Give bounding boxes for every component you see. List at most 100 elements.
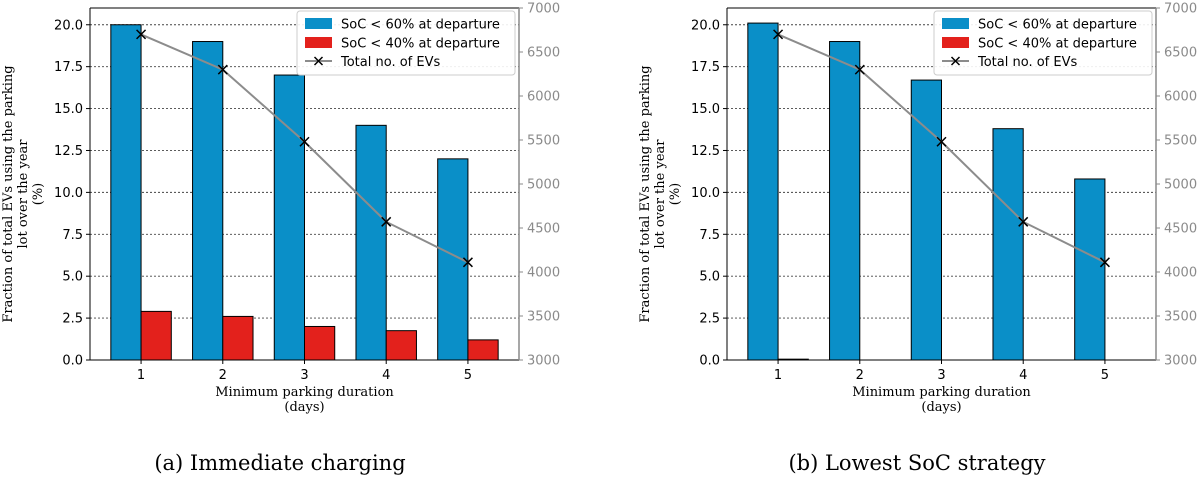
chart-panel-b: 0.02.55.07.510.012.515.017.520.030003500… (638, 2, 1197, 476)
bar (467, 339, 499, 361)
y2-tick-label: 6000 (527, 90, 560, 105)
y2-tick-label: 5000 (1164, 178, 1197, 193)
y-tick-label: 0.0 (62, 354, 83, 369)
x-tick-label: 2 (219, 368, 227, 383)
bar (992, 128, 1024, 361)
x-tick-label: 5 (1101, 368, 1109, 383)
y-tick-label: 17.5 (691, 60, 720, 75)
y2-tick-label: 3500 (1164, 310, 1197, 325)
y-axis-label: (%) (668, 183, 683, 206)
line-point-marker (462, 257, 473, 268)
bar (192, 41, 224, 361)
y-tick-label: 7.5 (62, 228, 83, 243)
bar (910, 79, 942, 361)
legend-swatch (305, 37, 332, 48)
bar (140, 310, 172, 361)
figure-caption: (a) Immediate charging (154, 451, 405, 475)
bar (110, 24, 142, 361)
bar (1074, 178, 1106, 361)
y2-tick-label: 5500 (1164, 134, 1197, 149)
legend-swatch (942, 18, 969, 29)
bar (273, 74, 306, 361)
x-tick-label: 3 (300, 368, 308, 383)
y-tick-label: 12.5 (691, 144, 720, 159)
y-axis-label: Fraction of total EVs using the parking (1, 65, 16, 322)
bar (304, 325, 336, 361)
legend-swatch (942, 37, 969, 48)
y2-tick-label: 6000 (1164, 90, 1197, 105)
line-point-marker (136, 29, 147, 40)
y-tick-label: 15.0 (691, 102, 720, 117)
y2-tick-label: 6500 (1164, 46, 1197, 61)
y2-tick-label: 4000 (1164, 266, 1197, 281)
x-tick-label: 3 (937, 368, 945, 383)
y-tick-label: 2.5 (699, 312, 720, 327)
line-point-marker (773, 29, 784, 40)
line-point-marker (381, 216, 392, 227)
x-axis-label: (days) (284, 400, 324, 415)
x-tick-label: 4 (382, 368, 390, 383)
bar (385, 330, 417, 361)
x-tick-label: 4 (1019, 368, 1027, 383)
y2-tick-label: 4500 (1164, 222, 1197, 237)
figure-caption: (b) Lowest SoC strategy (788, 451, 1045, 475)
y-tick-label: 5.0 (699, 270, 720, 285)
x-tick-label: 1 (137, 368, 145, 383)
bar (829, 41, 861, 361)
line-point-marker (217, 64, 228, 75)
y-axis-label: (%) (31, 183, 46, 206)
y-axis-label: lot over the year (653, 139, 668, 249)
y2-tick-label: 3000 (1164, 354, 1197, 369)
chart-panel-a: 0.02.55.07.510.012.515.017.520.030003500… (1, 2, 560, 476)
y2-tick-label: 6500 (527, 46, 560, 61)
bar (437, 158, 469, 361)
y-tick-label: 5.0 (62, 270, 83, 285)
line-point-marker (1099, 257, 1110, 268)
y2-tick-label: 5500 (527, 134, 560, 149)
legend-label: SoC < 60% at departure (341, 18, 500, 33)
y-tick-label: 12.5 (54, 144, 83, 159)
y-tick-label: 15.0 (54, 102, 83, 117)
x-tick-label: 2 (856, 368, 864, 383)
x-axis-label: (days) (921, 400, 961, 415)
line-point-marker (854, 64, 865, 75)
legend-marker (950, 56, 961, 66)
y-tick-label: 2.5 (62, 312, 83, 327)
y-tick-label: 0.0 (699, 354, 720, 369)
y-tick-label: 7.5 (699, 228, 720, 243)
legend-label: SoC < 40% at departure (978, 37, 1137, 52)
line-point-marker (299, 136, 310, 147)
legend-label: Total no. of EVs (977, 55, 1077, 70)
y2-tick-label: 7000 (527, 2, 560, 17)
legend-label: Total no. of EVs (340, 55, 440, 70)
y-axis-label: Fraction of total EVs using the parking (638, 65, 653, 322)
bar (747, 22, 779, 361)
y2-tick-label: 4500 (527, 222, 560, 237)
y-axis-label: lot over the year (16, 139, 31, 249)
y2-tick-label: 3500 (527, 310, 560, 325)
legend-marker (313, 56, 324, 66)
y-tick-label: 10.0 (691, 186, 720, 201)
y-tick-label: 10.0 (54, 186, 83, 201)
y2-tick-label: 3000 (527, 354, 560, 369)
x-tick-label: 5 (464, 368, 472, 383)
x-axis-label: Minimum parking duration (215, 385, 394, 400)
legend-box (296, 10, 516, 76)
bar (222, 315, 254, 361)
y2-tick-label: 4000 (527, 266, 560, 281)
legend-box (933, 10, 1153, 76)
x-axis-label: Minimum parking duration (852, 385, 1031, 400)
legend-label: SoC < 60% at departure (978, 18, 1137, 33)
legend: SoC < 60% at departure SoC < 40% at depar… (296, 10, 516, 76)
line-point-marker (936, 136, 947, 147)
legend: SoC < 60% at departure SoC < 40% at depar… (933, 10, 1153, 76)
y2-tick-label: 7000 (1164, 2, 1197, 17)
y-tick-label: 17.5 (54, 60, 83, 75)
y2-tick-label: 5000 (527, 178, 560, 193)
legend-swatch (305, 18, 332, 29)
line-point-marker (1018, 216, 1029, 227)
legend-label: SoC < 40% at departure (341, 37, 500, 52)
x-tick-label: 1 (774, 368, 782, 383)
y-tick-label: 20.0 (54, 18, 83, 33)
